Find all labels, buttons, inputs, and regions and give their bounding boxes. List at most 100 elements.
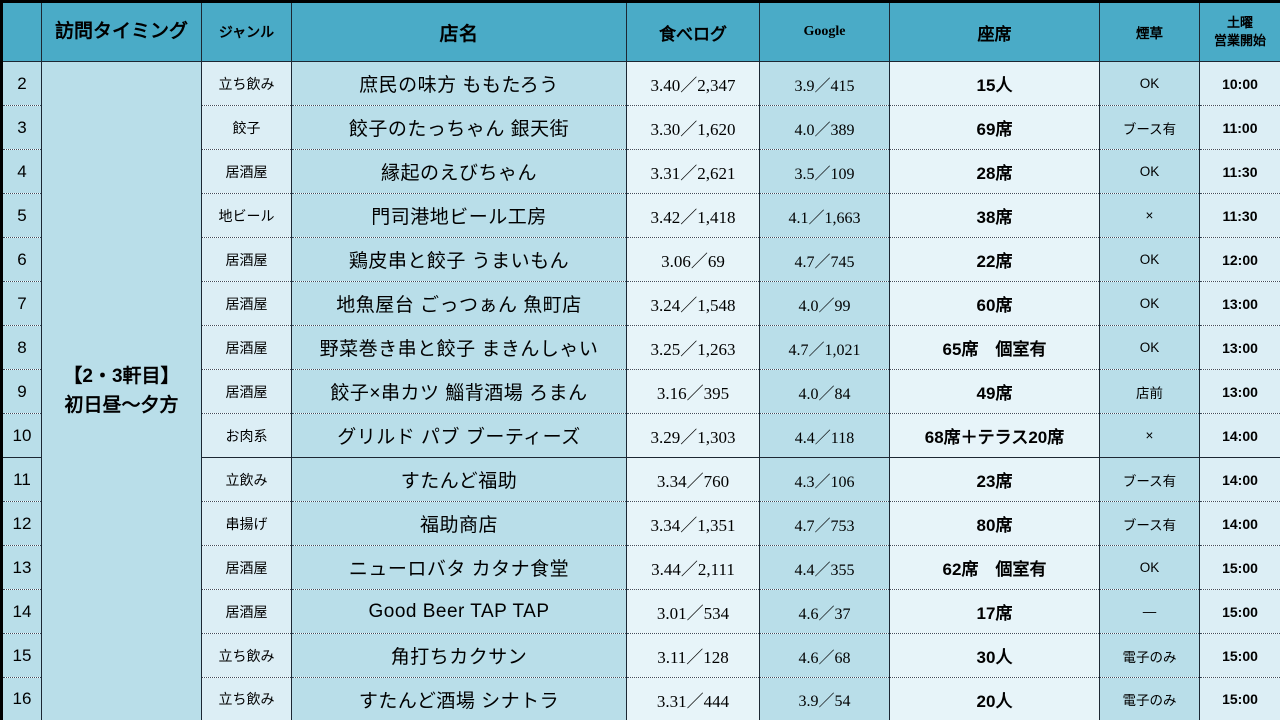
genre-cell: 立ち飲み: [201, 61, 292, 106]
saturday-open-cell: 11:30: [1199, 193, 1280, 238]
genre-cell: 居酒屋: [201, 589, 292, 634]
header-google: Google: [759, 1, 890, 62]
seats-cell: 23席: [889, 457, 1100, 502]
header-row: 訪問タイミング ジャンル 店名 食べログ Google 座席 煙草 土曜 営業開…: [1, 1, 1280, 62]
visit-timing-cell: 【2・3軒目】 初日昼～夕方: [41, 61, 202, 720]
header-seats: 座席: [889, 1, 1100, 62]
saturday-open-cell: 10:00: [1199, 61, 1280, 106]
table-row: 4 居酒屋 縁起のえびちゃん 3.31／2,621 3.5／109 28席 OK…: [1, 149, 1280, 194]
table-row: 5 地ビール 門司港地ビール工房 3.42／1,418 4.1／1,663 38…: [1, 193, 1280, 238]
seats-cell: 69席: [889, 105, 1100, 150]
header-tabelog: 食べログ: [626, 1, 760, 62]
table-row: 6 居酒屋 鶏皮串と餃子 うまいもん 3.06／69 4.7／745 22席 O…: [1, 237, 1280, 282]
genre-cell: 立飲み: [201, 457, 292, 502]
saturday-open-cell: 11:00: [1199, 105, 1280, 150]
genre-cell: 餃子: [201, 105, 292, 150]
shop-name-cell: 餃子のたっちゃん 銀天街: [291, 105, 627, 150]
google-rating-cell: 4.6／37: [759, 589, 890, 634]
header-genre: ジャンル: [201, 1, 292, 62]
seats-cell: 20人: [889, 677, 1100, 720]
tabelog-rating-cell: 3.11／128: [626, 633, 760, 678]
shop-name-cell: 縁起のえびちゃん: [291, 149, 627, 194]
genre-cell: 地ビール: [201, 193, 292, 238]
shop-name-cell: 福助商店: [291, 501, 627, 546]
smoking-cell: OK: [1099, 545, 1200, 590]
smoking-cell: OK: [1099, 149, 1200, 194]
shop-name-cell: すたんど酒場 シナトラ: [291, 677, 627, 720]
shop-name-cell: すたんど福助: [291, 457, 627, 502]
seats-cell: 49席: [889, 369, 1100, 414]
google-rating-cell: 4.7／745: [759, 237, 890, 282]
genre-cell: 立ち飲み: [201, 677, 292, 720]
saturday-open-cell: 11:30: [1199, 149, 1280, 194]
smoking-cell: ブース有: [1099, 105, 1200, 150]
google-rating-cell: 4.6／68: [759, 633, 890, 678]
smoking-cell: OK: [1099, 325, 1200, 370]
table-row: 16 立ち飲み すたんど酒場 シナトラ 3.31／444 3.9／54 20人 …: [1, 677, 1280, 720]
table-row: 9 居酒屋 餃子×串カツ 鯔背酒場 ろまん 3.16／395 4.0／84 49…: [1, 369, 1280, 414]
tabelog-rating-cell: 3.44／2,111: [626, 545, 760, 590]
saturday-open-cell: 13:00: [1199, 369, 1280, 414]
header-visit-timing: 訪問タイミング: [41, 1, 202, 62]
google-rating-cell: 4.0／84: [759, 369, 890, 414]
tabelog-rating-cell: 3.34／760: [626, 457, 760, 502]
shop-name-cell: 地魚屋台 ごっつぁん 魚町店: [291, 281, 627, 326]
smoking-cell: 店前: [1099, 369, 1200, 414]
google-rating-cell: 4.0／389: [759, 105, 890, 150]
smoking-cell: ブース有: [1099, 501, 1200, 546]
tabelog-rating-cell: 3.24／1,548: [626, 281, 760, 326]
table-row: 13 居酒屋 ニューロバタ カタナ食堂 3.44／2,111 4.4／355 6…: [1, 545, 1280, 590]
google-rating-cell: 4.0／99: [759, 281, 890, 326]
row-number-cell: 4: [1, 149, 42, 194]
tabelog-rating-cell: 3.42／1,418: [626, 193, 760, 238]
saturday-open-cell: 13:00: [1199, 325, 1280, 370]
genre-cell: 居酒屋: [201, 237, 292, 282]
header-shop-name: 店名: [291, 1, 627, 62]
table-row: 10 お肉系 グリルド パブ ブーティーズ 3.29／1,303 4.4／118…: [1, 413, 1280, 458]
shop-name-cell: 庶民の味方 ももたろう: [291, 61, 627, 106]
seats-cell: 17席: [889, 589, 1100, 634]
tabelog-rating-cell: 3.25／1,263: [626, 325, 760, 370]
table-row: 15 立ち飲み 角打ちカクサン 3.11／128 4.6／68 30人 電子のみ…: [1, 633, 1280, 678]
header-smoking: 煙草: [1099, 1, 1200, 62]
tabelog-rating-cell: 3.01／534: [626, 589, 760, 634]
google-rating-cell: 4.7／1,021: [759, 325, 890, 370]
table-body: 2 【2・3軒目】 初日昼～夕方 立ち飲み 庶民の味方 ももたろう 3.40／2…: [1, 61, 1280, 720]
google-rating-cell: 4.4／118: [759, 413, 890, 458]
shop-name-cell: ニューロバタ カタナ食堂: [291, 545, 627, 590]
tabelog-rating-cell: 3.40／2,347: [626, 61, 760, 106]
row-number-cell: 3: [1, 105, 42, 150]
google-rating-cell: 3.9／415: [759, 61, 890, 106]
google-rating-cell: 4.7／753: [759, 501, 890, 546]
smoking-cell: ×: [1099, 193, 1200, 238]
smoking-cell: ×: [1099, 413, 1200, 458]
shop-name-cell: 野菜巻き串と餃子 まきんしゃい: [291, 325, 627, 370]
google-rating-cell: 4.4／355: [759, 545, 890, 590]
saturday-open-cell: 15:00: [1199, 677, 1280, 720]
google-rating-cell: 4.1／1,663: [759, 193, 890, 238]
table-row: 7 居酒屋 地魚屋台 ごっつぁん 魚町店 3.24／1,548 4.0／99 6…: [1, 281, 1280, 326]
seats-cell: 38席: [889, 193, 1100, 238]
smoking-cell: ブース有: [1099, 457, 1200, 502]
smoking-cell: OK: [1099, 61, 1200, 106]
row-number-cell: 6: [1, 237, 42, 282]
row-number-cell: 13: [1, 545, 42, 590]
smoking-cell: —: [1099, 589, 1200, 634]
table-row: 12 串揚げ 福助商店 3.34／1,351 4.7／753 80席 ブース有 …: [1, 501, 1280, 546]
saturday-open-cell: 12:00: [1199, 237, 1280, 282]
saturday-open-cell: 13:00: [1199, 281, 1280, 326]
seats-cell: 22席: [889, 237, 1100, 282]
smoking-cell: OK: [1099, 281, 1200, 326]
row-number-cell: 12: [1, 501, 42, 546]
shop-name-cell: 角打ちカクサン: [291, 633, 627, 678]
tabelog-rating-cell: 3.30／1,620: [626, 105, 760, 150]
table-row: 8 居酒屋 野菜巻き串と餃子 まきんしゃい 3.25／1,263 4.7／1,0…: [1, 325, 1280, 370]
smoking-cell: OK: [1099, 237, 1200, 282]
seats-cell: 62席 個室有: [889, 545, 1100, 590]
header-saturday-open: 土曜 営業開始: [1199, 1, 1280, 62]
genre-cell: 立ち飲み: [201, 633, 292, 678]
genre-cell: 居酒屋: [201, 325, 292, 370]
genre-cell: 串揚げ: [201, 501, 292, 546]
table-row: 2 【2・3軒目】 初日昼～夕方 立ち飲み 庶民の味方 ももたろう 3.40／2…: [1, 61, 1280, 720]
